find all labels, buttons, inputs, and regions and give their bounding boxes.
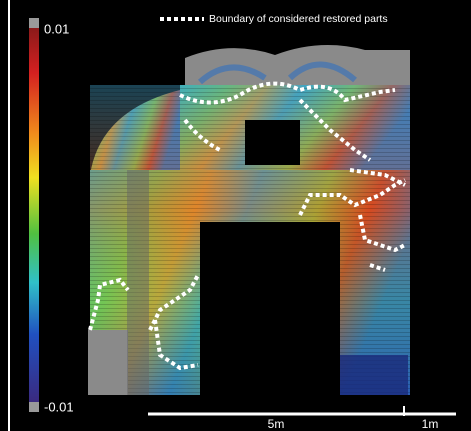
facade (88, 45, 410, 395)
colorbar-cap (29, 18, 39, 28)
colorbar-cap (29, 402, 39, 412)
pillar (127, 170, 149, 395)
door-opening (200, 222, 340, 395)
colorbar (29, 28, 39, 402)
top-gray (185, 45, 410, 85)
colorbar-max: 0.01 (44, 21, 69, 36)
scale-label: 5m (268, 417, 285, 431)
base-gray (88, 330, 128, 395)
figure: 0.01 -0.01 Boundary of considered restor… (0, 0, 471, 431)
page: 0.01 -0.01 Boundary of considered restor… (0, 0, 471, 431)
colorbar-min: -0.01 (44, 399, 74, 414)
base-blue (340, 355, 408, 395)
scale-label: 1m (422, 417, 439, 431)
legend-label: Boundary of considered restored parts (209, 13, 388, 25)
window-opening (245, 120, 300, 165)
